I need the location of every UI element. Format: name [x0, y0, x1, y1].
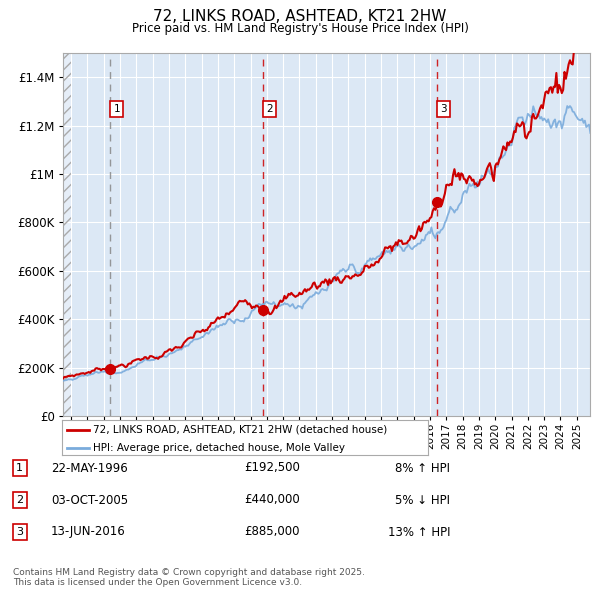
Text: Contains HM Land Registry data © Crown copyright and database right 2025.
This d: Contains HM Land Registry data © Crown c…	[13, 568, 365, 587]
Text: £192,500: £192,500	[244, 461, 300, 474]
Text: £440,000: £440,000	[244, 493, 300, 506]
Text: Price paid vs. HM Land Registry's House Price Index (HPI): Price paid vs. HM Land Registry's House …	[131, 22, 469, 35]
Text: 22-MAY-1996: 22-MAY-1996	[51, 461, 128, 474]
Text: 1: 1	[16, 463, 23, 473]
Text: 5% ↓ HPI: 5% ↓ HPI	[395, 493, 450, 506]
Text: 2: 2	[16, 495, 23, 505]
Bar	[63, 53, 71, 416]
Text: £885,000: £885,000	[245, 526, 300, 539]
Text: HPI: Average price, detached house, Mole Valley: HPI: Average price, detached house, Mole…	[93, 442, 345, 453]
Text: 3: 3	[16, 527, 23, 537]
Text: 72, LINKS ROAD, ASHTEAD, KT21 2HW (detached house): 72, LINKS ROAD, ASHTEAD, KT21 2HW (detac…	[93, 425, 387, 435]
Text: 8% ↑ HPI: 8% ↑ HPI	[395, 461, 450, 474]
Text: 13% ↑ HPI: 13% ↑ HPI	[388, 526, 450, 539]
Bar	[63, 53, 71, 416]
Text: 72, LINKS ROAD, ASHTEAD, KT21 2HW: 72, LINKS ROAD, ASHTEAD, KT21 2HW	[154, 9, 446, 24]
Text: 1: 1	[113, 104, 120, 114]
Text: 13-JUN-2016: 13-JUN-2016	[51, 526, 126, 539]
Text: 2: 2	[266, 104, 272, 114]
Text: 03-OCT-2005: 03-OCT-2005	[51, 493, 128, 506]
Text: 3: 3	[440, 104, 447, 114]
